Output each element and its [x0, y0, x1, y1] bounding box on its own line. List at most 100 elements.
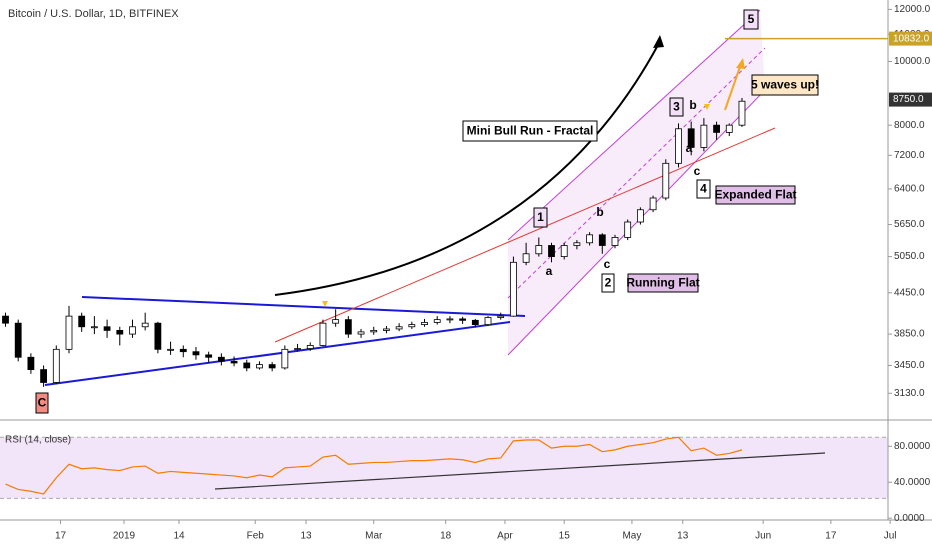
x-tick-label: Apr — [497, 531, 513, 542]
candle-body — [344, 319, 352, 335]
candle-body — [700, 124, 708, 148]
channel-upper — [507, 9, 761, 241]
y-tick-label: 7200.0 — [894, 150, 925, 161]
y-tick-label: 5050.0 — [894, 251, 925, 262]
price-marker — [889, 92, 932, 107]
candle-body — [52, 348, 60, 383]
candle-body — [179, 348, 187, 353]
y-tick-label: 3450.0 — [894, 360, 925, 371]
wave-label: b — [689, 98, 696, 112]
y-tick-label: 12000.0 — [894, 4, 931, 15]
candle-body — [725, 124, 733, 133]
candle-body — [167, 348, 174, 351]
candle-body — [636, 209, 644, 223]
y-tick-label: 4450.0 — [894, 287, 925, 298]
candle-body — [662, 162, 670, 199]
annotation-box — [462, 120, 598, 142]
candle-body — [65, 315, 73, 350]
candle-body — [675, 128, 682, 164]
x-tick-label: Mar — [365, 531, 383, 542]
wave-label: a — [686, 141, 693, 155]
rsi-tick-label: 0.0000 — [894, 513, 925, 524]
wave-label: a — [546, 264, 553, 278]
y-tick-label: 8000.0 — [894, 120, 925, 131]
candle-body — [256, 364, 263, 369]
candle-body — [217, 356, 225, 362]
candle-body — [357, 331, 365, 335]
candle-body — [421, 322, 428, 326]
candle-body — [205, 354, 213, 358]
x-tick-label: Jun — [755, 531, 771, 542]
x-tick-label: 2019 — [113, 531, 136, 542]
candle-body — [103, 326, 111, 331]
candle-body — [370, 330, 378, 333]
annotation: Running Flat — [626, 276, 699, 290]
wave-label: 1 — [537, 210, 544, 224]
candle-body — [230, 360, 238, 364]
y-tick-label: 3130.0 — [894, 388, 925, 399]
candle-body — [611, 237, 619, 246]
wave-box — [743, 9, 759, 30]
candle-body — [649, 197, 657, 211]
candle-body — [192, 351, 200, 356]
candle-body — [548, 245, 555, 257]
x-tick-label: 14 — [173, 531, 185, 542]
marker — [322, 301, 328, 307]
y-tick-label: 10000.0 — [894, 56, 931, 67]
candle-body — [687, 128, 695, 148]
rsi-layer — [0, 436, 888, 499]
y-tick-label: 6400.0 — [894, 184, 925, 195]
x-tick-label: 13 — [677, 531, 689, 542]
annotation-box — [751, 74, 819, 96]
rsi-tick-label: 40.0000 — [894, 477, 931, 488]
candle-body — [560, 245, 568, 257]
x-tick-label: 17 — [55, 531, 67, 542]
candle-body — [116, 330, 124, 335]
candle-body — [624, 221, 632, 238]
candle-body — [497, 315, 505, 318]
wave-label: 2 — [605, 276, 612, 290]
candle-body — [383, 328, 390, 331]
candle-body — [2, 315, 9, 324]
x-tick-label: Jul — [884, 531, 897, 542]
rsi-trend-line — [214, 452, 826, 490]
x-tick-label: 15 — [559, 531, 571, 542]
candle-body — [14, 322, 22, 358]
candle-body — [446, 318, 454, 321]
wave-label: 5 — [748, 12, 755, 26]
wave-label: 3 — [673, 100, 680, 114]
candle-body — [535, 245, 543, 255]
wave-label: 4 — [700, 182, 707, 196]
candle-body — [281, 348, 289, 369]
candle-body — [27, 356, 35, 370]
annotation: 5 waves up! — [751, 78, 819, 92]
y-tick-label: 5650.0 — [894, 219, 925, 230]
candle-body — [484, 317, 492, 326]
candle-body — [738, 100, 746, 126]
price-marker-label: 8750.0 — [893, 94, 924, 105]
x-tick-label: Feb — [247, 531, 265, 542]
x-tick-label: 17 — [825, 531, 837, 542]
candle-body — [306, 345, 314, 349]
candle-body — [319, 322, 327, 346]
candle-body — [713, 124, 720, 133]
candle-body — [573, 242, 581, 246]
candle-body — [243, 362, 251, 369]
orange-arrow — [724, 63, 742, 111]
candle-body — [471, 319, 479, 326]
arrow-head — [736, 58, 745, 69]
wave-box — [696, 179, 711, 199]
channel-fill — [508, 10, 765, 355]
x-tick-label: 13 — [300, 531, 312, 542]
rsi-band — [0, 437, 888, 499]
candle-body — [586, 234, 594, 244]
wave-box — [35, 392, 49, 414]
candle-body — [78, 315, 86, 328]
wave-label: c — [694, 164, 701, 178]
x-tick-label: 18 — [440, 531, 452, 542]
candle-body — [433, 319, 441, 323]
rsi-label: RSI (14, close) — [5, 435, 71, 446]
trend-line-lower — [44, 321, 511, 386]
annotation-box — [715, 185, 796, 205]
